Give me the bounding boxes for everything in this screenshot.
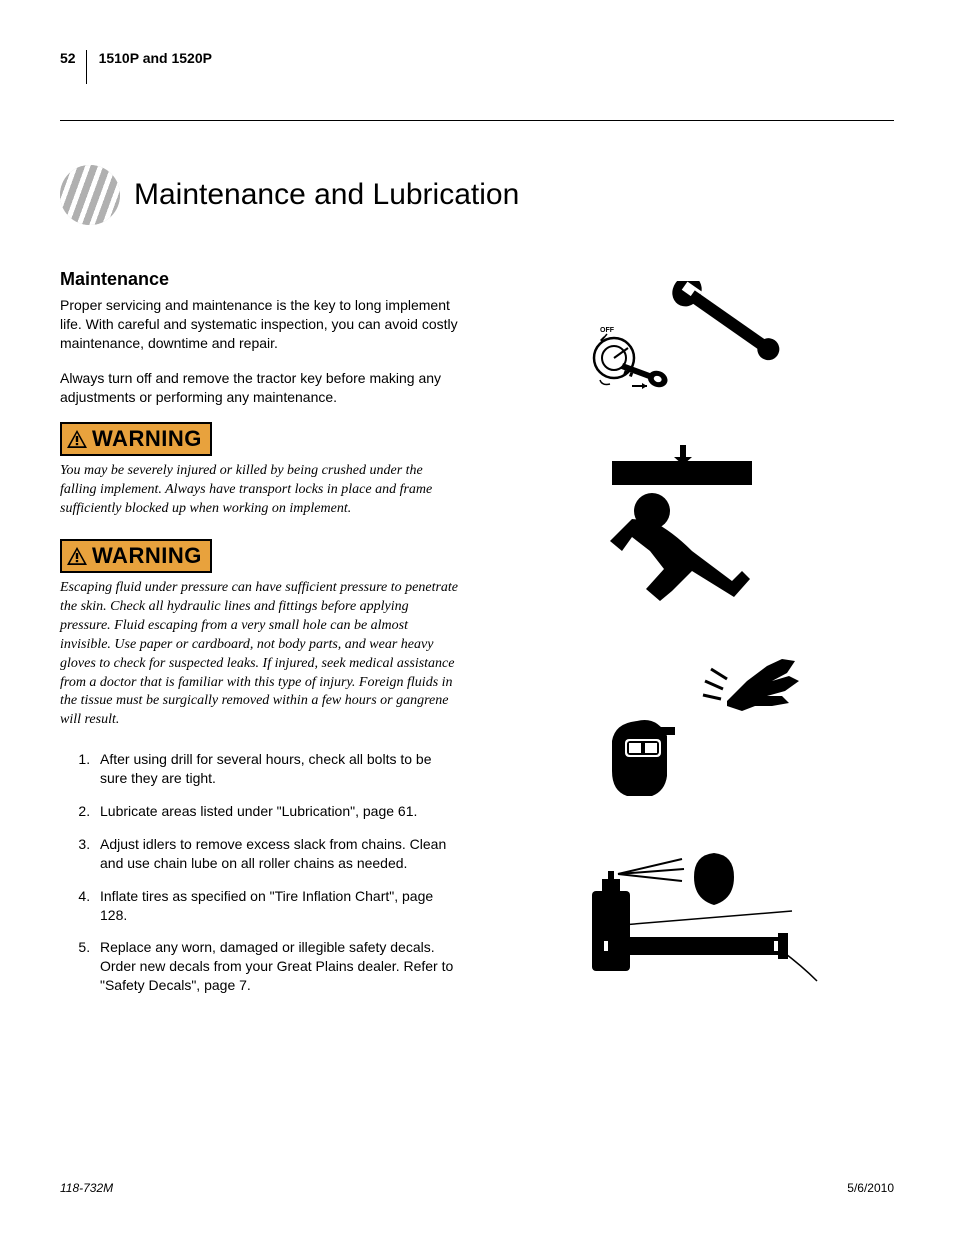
step-item: After using drill for several hours, che… <box>94 750 460 788</box>
header-rule <box>60 120 894 121</box>
text-column: Maintenance Proper servicing and mainten… <box>60 269 460 1009</box>
warning-text: WARNING <box>92 543 202 569</box>
off-label: OFF <box>600 327 615 334</box>
page-footer: 118-732M 5/6/2010 <box>60 1181 894 1195</box>
maintenance-steps: After using drill for several hours, che… <box>60 750 460 995</box>
page-number: 52 <box>60 50 87 84</box>
warning-triangle-icon <box>66 429 88 449</box>
chapter-title: Maintenance and Lubrication <box>134 178 519 212</box>
doc-date: 5/6/2010 <box>847 1181 894 1195</box>
stripes-logo-icon <box>60 165 120 225</box>
warning-label-2: WARNING <box>60 539 212 573</box>
intro-paragraph-2: Always turn off and remove the tractor k… <box>60 369 460 407</box>
step-item: Inflate tires as specified on "Tire Infl… <box>94 887 460 925</box>
intro-paragraph-1: Proper servicing and maintenance is the … <box>60 296 460 353</box>
lubrication-icon <box>562 841 822 991</box>
title-row: Maintenance and Lubrication <box>60 165 894 225</box>
warning-text: WARNING <box>92 426 202 452</box>
crush-hazard-icon <box>562 441 822 611</box>
warning-body-2: Escaping fluid under pressure can have s… <box>60 579 460 730</box>
model-label: 1510P and 1520P <box>99 50 212 66</box>
content-area: Maintenance Proper servicing and mainten… <box>60 269 894 1009</box>
step-item: Replace any worn, damaged or illegible s… <box>94 938 460 995</box>
step-item: Adjust idlers to remove excess slack fro… <box>94 835 460 873</box>
illustration-column: OFF <box>490 269 894 1009</box>
key-off-wrench-icon: OFF <box>562 281 822 411</box>
section-heading: Maintenance <box>60 269 460 290</box>
fluid-hazard-icon <box>562 641 822 811</box>
page-header: 52 1510P and 1520P <box>60 50 212 90</box>
doc-id: 118-732M <box>60 1181 113 1195</box>
step-item: Lubricate areas listed under "Lubricatio… <box>94 802 460 821</box>
warning-body-1: You may be severely injured or killed by… <box>60 462 460 519</box>
warning-label-1: WARNING <box>60 422 212 456</box>
warning-triangle-icon <box>66 546 88 566</box>
